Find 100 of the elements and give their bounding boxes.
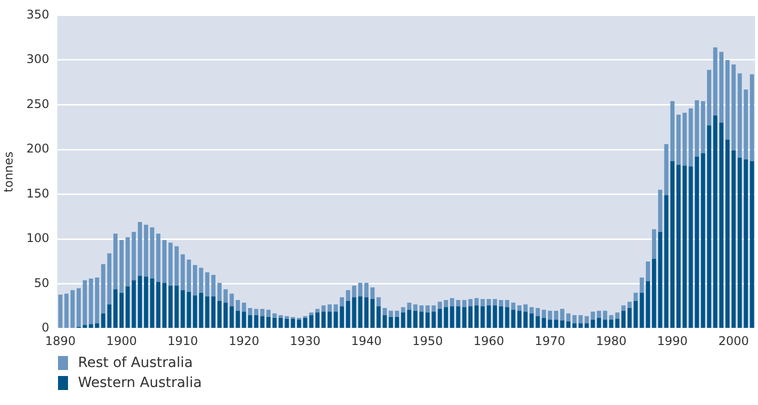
bar <box>444 300 448 308</box>
bar <box>58 294 62 328</box>
bar <box>566 313 570 322</box>
bar <box>419 305 424 312</box>
bar <box>615 312 620 319</box>
bar <box>694 156 699 328</box>
bar <box>186 292 191 328</box>
bar <box>603 320 608 328</box>
bar <box>719 52 724 123</box>
bar <box>548 320 552 328</box>
bar <box>138 276 142 328</box>
bar <box>700 101 706 154</box>
bar <box>548 310 552 320</box>
bar <box>572 323 577 328</box>
bar <box>358 282 362 296</box>
bar <box>646 281 650 328</box>
bar <box>542 310 546 318</box>
bar <box>713 115 718 328</box>
bar <box>634 292 638 301</box>
bar <box>76 288 81 327</box>
bar <box>566 321 570 328</box>
bar <box>217 282 222 301</box>
x-tick-label: 1890 <box>45 334 76 348</box>
bar <box>186 260 191 292</box>
bar <box>738 158 742 328</box>
y-tick-label: 100 <box>26 231 50 246</box>
bar <box>180 254 185 290</box>
bar <box>168 242 173 286</box>
bar <box>321 305 326 312</box>
bar <box>144 276 148 328</box>
bar <box>401 307 406 312</box>
bar <box>688 166 693 328</box>
legend-label: Rest of Australia <box>78 355 193 371</box>
bar <box>474 305 479 328</box>
x-tick-label: 1980 <box>596 334 626 348</box>
bar <box>309 312 314 316</box>
bar <box>542 318 546 328</box>
bar <box>498 300 504 306</box>
bar <box>358 296 362 328</box>
bar <box>750 161 754 328</box>
bar <box>744 159 748 328</box>
bar <box>205 296 210 328</box>
bar <box>370 299 375 328</box>
bar <box>744 90 748 160</box>
bar <box>474 298 479 306</box>
bar <box>248 308 252 316</box>
bar <box>376 306 381 328</box>
bar <box>82 280 87 326</box>
bar <box>394 316 400 328</box>
bar <box>113 234 118 290</box>
y-tick-label: 200 <box>26 142 50 156</box>
bar <box>296 320 302 328</box>
bar <box>646 261 650 282</box>
bar <box>272 318 277 328</box>
bar <box>694 100 699 157</box>
bar <box>88 324 94 328</box>
bar <box>88 278 94 324</box>
bar <box>174 246 179 286</box>
y-tick-label: 150 <box>26 186 50 200</box>
bar <box>266 310 271 317</box>
bar <box>621 310 626 328</box>
bar <box>370 287 375 300</box>
bar <box>192 265 198 296</box>
bar <box>211 296 216 328</box>
x-tick-label: 1960 <box>474 334 504 348</box>
x-tick-label: 2000 <box>718 334 749 348</box>
bar <box>364 282 368 298</box>
x-tick-label: 1930 <box>290 334 320 348</box>
bar <box>523 304 528 312</box>
bar <box>432 305 436 312</box>
bar <box>450 306 454 328</box>
bar <box>670 161 675 328</box>
bar <box>523 312 528 328</box>
bar <box>450 298 454 306</box>
bar <box>468 306 473 328</box>
bar <box>584 316 589 324</box>
bar <box>438 302 442 309</box>
bar <box>700 153 706 328</box>
bar <box>560 320 564 328</box>
bar <box>505 307 510 328</box>
bar <box>315 308 320 312</box>
bar <box>707 125 712 328</box>
bar <box>162 240 166 283</box>
y-tick-label: 50 <box>34 276 50 290</box>
bar <box>511 302 516 310</box>
bar <box>530 307 534 314</box>
bar <box>676 114 681 165</box>
bar <box>438 308 442 328</box>
bar <box>707 70 712 126</box>
bar <box>536 316 540 328</box>
bar <box>119 292 124 328</box>
bar <box>682 112 687 166</box>
bar <box>492 299 498 306</box>
bar <box>517 305 522 311</box>
bar <box>554 320 558 328</box>
bar <box>95 323 100 328</box>
bar <box>254 308 258 316</box>
bar <box>242 302 246 312</box>
bar <box>180 290 185 328</box>
bar <box>517 310 522 328</box>
